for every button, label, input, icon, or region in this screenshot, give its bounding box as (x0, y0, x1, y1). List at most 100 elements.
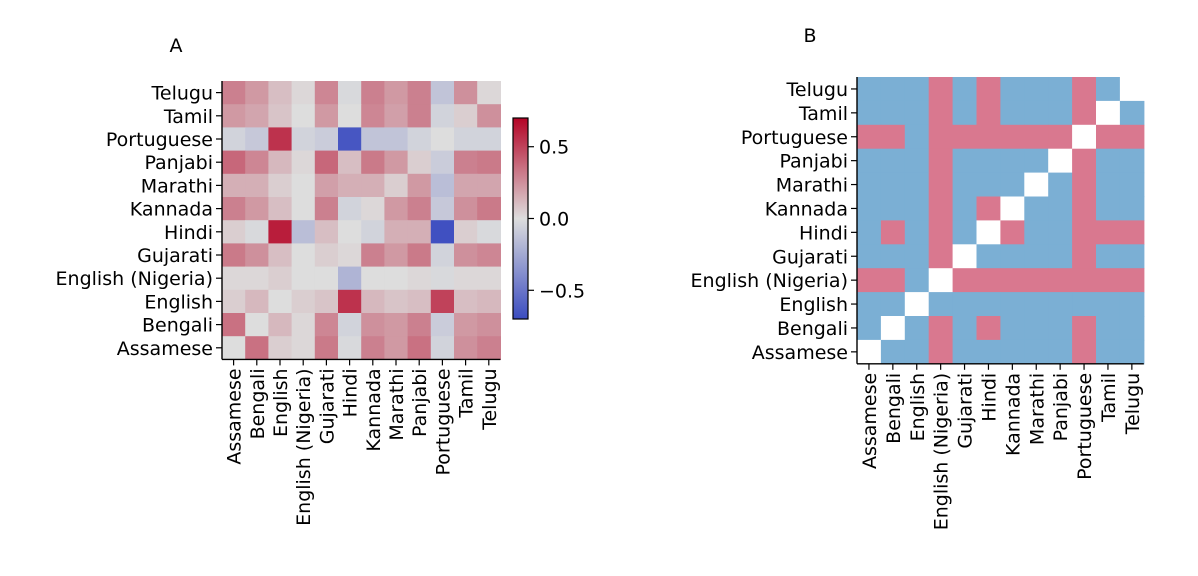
heatmap-b-cell-3-0 (857, 148, 882, 174)
heatmap-b-cell-10-7 (1024, 316, 1049, 341)
heatmap-a-cell-11-1 (245, 336, 269, 360)
heatmap-b-cell-9-11 (1119, 292, 1145, 317)
heatmap-b-cell-6-11 (1119, 220, 1145, 245)
heatmap-a-cell-4-10 (454, 173, 478, 198)
heatmap-a-cell-10-0 (222, 313, 246, 337)
heatmap-a-cell-8-6 (361, 266, 385, 291)
panel-a-x-tick-label: Bengali (247, 368, 269, 439)
heatmap-a-cell-5-11 (477, 197, 501, 221)
heatmap-b-cell-5-1 (880, 196, 906, 221)
heatmap-b-cell-8-8 (1048, 268, 1073, 293)
heatmap-a-cell-7-6 (361, 243, 385, 268)
heatmap-b-cell-0-6 (1000, 77, 1025, 102)
heatmap-a-cell-7-7 (384, 243, 409, 268)
panel-a-x-tick-label: Portuguese (432, 368, 454, 475)
heatmap-b-cell-4-9 (1072, 172, 1097, 198)
heatmap-a-cell-0-5 (338, 81, 362, 105)
heatmap-a-cell-7-0 (222, 243, 246, 268)
panel-b-heatmap: B TeluguTamilPortuguesePanjabiMarathiKan… (691, 25, 1145, 530)
heatmap-b-cell-5-2 (904, 196, 930, 221)
heatmap-a-cell-1-9 (430, 104, 455, 128)
panel-b-y-tick-label: Assamese (752, 342, 848, 364)
heatmap-a-cell-8-11 (477, 266, 501, 291)
heatmap-a-cell-8-10 (454, 266, 478, 291)
heatmap-b-cell-6-1 (880, 220, 906, 245)
heatmap-b-cell-2-2 (904, 124, 930, 150)
heatmap-b-cell-10-3 (928, 316, 954, 341)
heatmap-a-cell-1-5 (338, 104, 362, 128)
heatmap-a-cell-3-7 (384, 150, 409, 175)
heatmap-b-cell-8-2 (904, 268, 930, 293)
heatmap-a-cell-6-2 (268, 220, 293, 244)
heatmap-a-cell-4-5 (338, 173, 362, 198)
heatmap-b-cell-0-3 (928, 77, 954, 102)
heatmap-a-cell-5-1 (245, 197, 269, 221)
panel-b-x-tick-label: Marathi (1026, 373, 1048, 445)
panel-b-x-tick-label: Portuguese (1074, 373, 1096, 480)
heatmap-a-cell-8-0 (222, 266, 246, 291)
heatmap-a-cell-6-10 (454, 220, 478, 244)
heatmap-b-cell-11-4 (952, 339, 978, 365)
heatmap-b-cell-9-6 (1000, 292, 1025, 317)
colorbar-tick-label: 0.5 (539, 137, 569, 159)
heatmap-b-cell-1-5 (976, 100, 1001, 126)
heatmap-b-cell-8-9 (1072, 268, 1097, 293)
heatmap-b-cell-7-4 (952, 244, 978, 269)
heatmap-b-cell-0-1 (880, 77, 906, 102)
heatmap-a-cell-8-4 (314, 266, 339, 291)
panel-a-y-tick-label: Hindi (164, 222, 213, 244)
heatmap-a-cell-8-1 (245, 266, 269, 291)
heatmap-a-cell-2-10 (454, 127, 478, 152)
colorbar-gradient (512, 117, 529, 320)
heatmap-b-cell-3-10 (1096, 148, 1121, 174)
heatmap-a-cell-9-4 (314, 289, 339, 314)
heatmap-a-cell-10-4 (314, 313, 339, 337)
heatmap-a-cell-2-7 (384, 127, 409, 152)
heatmap-b-cell-8-10 (1096, 268, 1121, 293)
heatmap-a-cell-10-8 (407, 313, 432, 337)
heatmap-b-cell-1-10 (1096, 100, 1121, 126)
heatmap-a-cell-11-2 (268, 336, 293, 360)
heatmap-b-cell-6-0 (857, 220, 882, 245)
heatmap-a-cell-3-11 (477, 150, 501, 175)
heatmap-b-cell-5-3 (928, 196, 954, 221)
panel-b-y-tick-label: Kannada (765, 198, 848, 220)
heatmap-b-cell-8-7 (1024, 268, 1049, 293)
heatmap-b-cell-2-10 (1096, 124, 1121, 150)
heatmap-a-cell-10-9 (430, 313, 455, 337)
heatmap-b-cell-4-1 (880, 172, 906, 198)
heatmap-a-cell-0-4 (314, 81, 339, 105)
heatmap-a-cell-2-1 (245, 127, 269, 152)
heatmap-a-cell-9-3 (291, 289, 316, 314)
heatmap-a-cell-0-11 (477, 81, 501, 105)
heatmap-b-cell-3-6 (1000, 148, 1025, 174)
heatmap-a-cell-9-6 (361, 289, 385, 314)
heatmap-a-cell-2-3 (291, 127, 316, 152)
heatmap-a-cell-3-1 (245, 150, 269, 175)
heatmap-b-cell-6-5 (976, 220, 1001, 245)
heatmap-a-cell-7-1 (245, 243, 269, 268)
heatmap-b-cell-0-10 (1096, 77, 1121, 102)
heatmap-a-cell-6-9 (430, 220, 455, 244)
heatmap-b-cell-4-10 (1096, 172, 1121, 198)
heatmap-a-cell-1-2 (268, 104, 293, 128)
heatmap-b-cell-5-11 (1119, 196, 1145, 221)
panel-a-heatmap: A TeluguTamilPortuguesePanjabiMarathiKan… (56, 35, 586, 526)
heatmap-b-cell-11-2 (904, 339, 930, 365)
panel-b-x-tick-label: English (Nigeria) (931, 373, 953, 530)
heatmap-a-cell-4-9 (430, 173, 455, 198)
heatmap-b-cell-10-6 (1000, 316, 1025, 341)
heatmap-b-cell-9-2 (904, 292, 930, 317)
heatmap-a-cell-2-4 (314, 127, 339, 152)
heatmap-b-cell-4-2 (904, 172, 930, 198)
colorbar: 0.5 0.0 −0.5 (512, 117, 585, 320)
heatmap-a-cell-4-0 (222, 173, 246, 198)
heatmap-a-cell-1-7 (384, 104, 409, 128)
heatmap-a-cell-5-3 (291, 197, 316, 221)
heatmap-a-cell-5-7 (384, 197, 409, 221)
heatmap-b-cell-11-11 (1119, 339, 1145, 365)
heatmap-a-cell-11-8 (407, 336, 432, 360)
heatmap-b-cell-0-0 (857, 77, 882, 102)
heatmap-a-cell-1-8 (407, 104, 432, 128)
